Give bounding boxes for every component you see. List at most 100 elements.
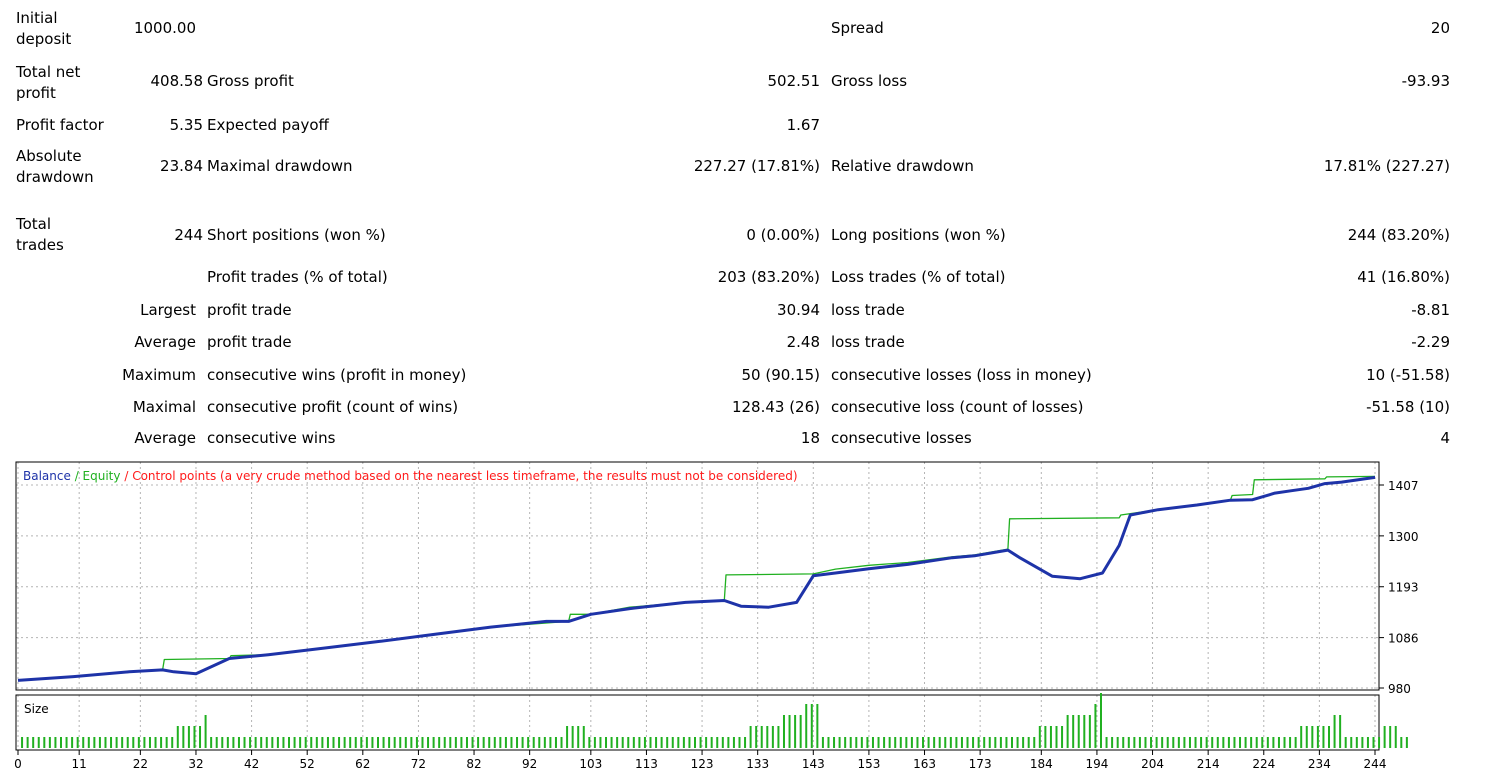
size-bar [960, 737, 963, 748]
x-tick-label: 204 [1141, 757, 1164, 771]
size-bar [593, 737, 596, 748]
size-bar [1233, 737, 1236, 748]
size-bar [660, 737, 663, 748]
largest-profit-trade-label: profit trade [207, 301, 292, 319]
size-bar [1055, 726, 1058, 748]
size-bar [1389, 726, 1392, 748]
size-bar [794, 715, 797, 748]
size-bar [1400, 737, 1403, 748]
avg-consecutive-wins-value: 18 [800, 429, 820, 447]
size-bar [376, 737, 379, 748]
size-bar [727, 737, 730, 748]
size-bar [1155, 737, 1158, 748]
size-bar [415, 737, 418, 748]
size-bar [610, 737, 613, 748]
size-bar [488, 737, 491, 748]
size-bar [210, 737, 213, 748]
size-bar [1333, 715, 1336, 748]
size-bar [710, 737, 713, 748]
max-consecutive-losses-label: consecutive losses (loss in money) [831, 366, 1092, 384]
size-bar [1294, 737, 1297, 748]
size-bar [1072, 715, 1075, 748]
size-bar [1344, 737, 1347, 748]
absolute-drawdown-value: 23.84 [160, 157, 203, 175]
x-tick-label: 184 [1030, 757, 1053, 771]
maximum-label: Maximum [122, 366, 196, 384]
profit-trades-label: Profit trades (% of total) [207, 268, 388, 286]
x-tick-label: 153 [857, 757, 880, 771]
size-bar [983, 737, 986, 748]
size-bar [26, 737, 29, 748]
size-bar [554, 737, 557, 748]
legend-equity: Equity [83, 469, 121, 483]
gross-profit-label: Gross profit [207, 72, 294, 90]
size-bar [844, 737, 847, 748]
size-bar [1216, 737, 1219, 748]
size-bar [71, 737, 74, 748]
x-tick-label: 244 [1364, 757, 1387, 771]
size-bar [137, 737, 140, 748]
size-bar [560, 737, 563, 748]
size-bar [777, 726, 780, 748]
x-axis: 0 11 22 32 42 52 62 72 82 92 103 113 123 133 143 153 163… [14, 750, 1386, 771]
size-bar [588, 737, 591, 748]
size-bar [1272, 737, 1275, 748]
profit-factor-value: 5.35 [169, 116, 203, 134]
size-bar [249, 737, 252, 748]
size-bar [821, 737, 824, 748]
size-bar [1183, 737, 1186, 748]
size-bar [632, 737, 635, 748]
size-bar [326, 737, 329, 748]
size-bar [771, 726, 774, 748]
maximal-consecutive-profit-label: consecutive profit (count of wins) [207, 398, 459, 416]
size-bar [927, 737, 930, 748]
size-bar [1027, 737, 1030, 748]
legend-sep-1: / [75, 469, 83, 483]
x-tick-label: 113 [635, 757, 658, 771]
size-bar [582, 726, 585, 748]
size-bar [699, 737, 702, 748]
size-bar [1122, 737, 1125, 748]
size-bar [749, 726, 752, 748]
size-bar [171, 737, 174, 748]
size-bar [43, 737, 46, 748]
chart-grid [16, 462, 1379, 750]
size-bar [816, 704, 819, 748]
size-bar [1372, 737, 1375, 748]
size-bar [1311, 726, 1314, 748]
size-bar [1194, 737, 1197, 748]
main-plot-frame [15, 461, 1380, 691]
size-bar [148, 737, 151, 748]
size-bar [354, 737, 357, 748]
max-consecutive-wins-value: 50 (90.15) [741, 366, 820, 384]
size-bar [510, 737, 513, 748]
size-bar [810, 704, 813, 748]
size-bar [1005, 737, 1008, 748]
size-bar [393, 737, 396, 748]
size-bar [1289, 737, 1292, 748]
y-tick-label: 1193 [1388, 581, 1419, 595]
size-bar [605, 737, 608, 748]
size-bar [877, 737, 880, 748]
size-bar [471, 737, 474, 748]
avg-consecutive-wins-label: consecutive wins [207, 429, 336, 447]
size-bar [677, 737, 680, 748]
x-tick-label: 32 [188, 757, 203, 771]
legend-balance: Balance [23, 469, 71, 483]
max-consecutive-losses-value: 10 (-51.58) [1366, 366, 1450, 384]
avg-consecutive-losses-label: consecutive losses [831, 429, 972, 447]
size-bar [1099, 693, 1102, 748]
size-bar [1305, 726, 1308, 748]
size-bar [666, 737, 669, 748]
size-bar [827, 737, 830, 748]
short-positions-label: Short positions (won %) [207, 226, 386, 244]
size-bar [988, 737, 991, 748]
size-bar [154, 737, 157, 748]
size-bar [1255, 737, 1258, 748]
size-bar [215, 737, 218, 748]
initial-deposit-label: Initial deposit [16, 9, 72, 48]
size-bar [1033, 737, 1036, 748]
x-tick-label: 62 [355, 757, 370, 771]
maximal-drawdown-label: Maximal drawdown [207, 157, 353, 175]
size-bar [627, 737, 630, 748]
